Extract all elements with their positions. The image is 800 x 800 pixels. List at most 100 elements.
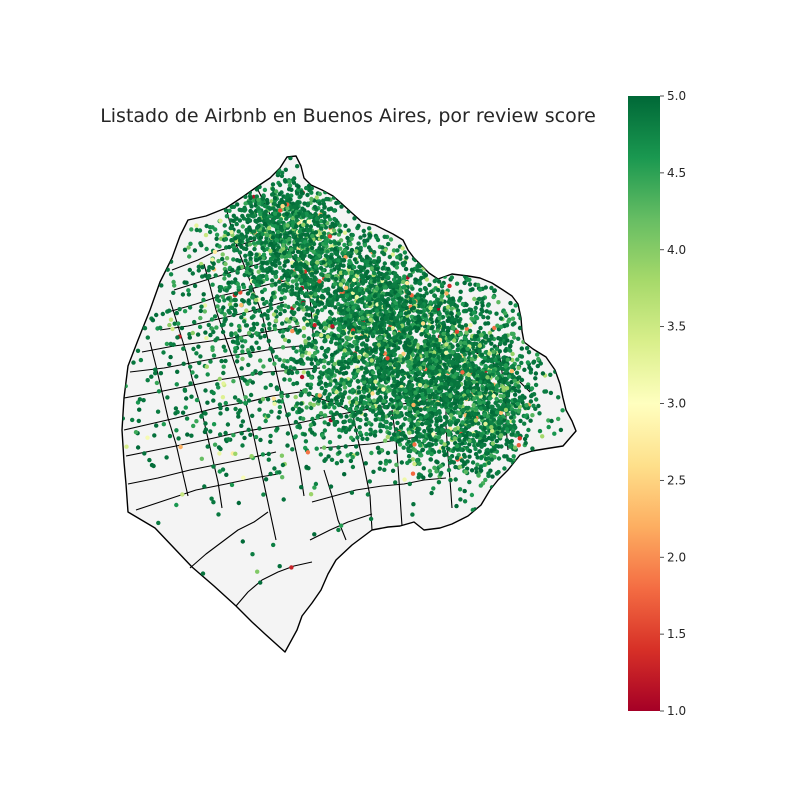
listing-point: [273, 274, 279, 280]
listing-point: [313, 340, 318, 345]
listing-point: [462, 352, 467, 357]
listing-point: [406, 454, 412, 459]
neighborhood-boundary: [203, 263, 277, 541]
listing-point: [349, 344, 355, 349]
listing-point: [392, 331, 397, 336]
listing-point: [235, 202, 240, 207]
listing-point: [502, 466, 507, 471]
listing-point: [395, 410, 400, 415]
listing-point: [336, 327, 342, 332]
listing-point: [479, 352, 485, 357]
listing-point: [453, 421, 458, 426]
listing-point: [229, 238, 234, 243]
listing-point: [491, 393, 496, 399]
listing-point: [369, 266, 374, 271]
listing-point: [401, 284, 406, 290]
listing-point: [387, 254, 392, 260]
listing-point: [385, 275, 391, 280]
listing-point: [397, 324, 402, 330]
listing-point: [364, 431, 369, 437]
listing-point: [318, 266, 324, 271]
listing-point: [502, 398, 507, 403]
listing-point: [392, 343, 397, 348]
listing-point: [349, 283, 355, 288]
listing-point: [398, 431, 404, 437]
listing-point: [348, 418, 353, 423]
listing-point: [506, 319, 511, 324]
listing-point: [405, 353, 411, 359]
listing-point: [223, 230, 228, 235]
listing-point: [342, 230, 348, 235]
listing-point: [314, 195, 319, 200]
listing-point: [518, 315, 523, 321]
listing-point: [505, 419, 510, 424]
listing-point: [360, 257, 365, 262]
listing-point: [343, 320, 348, 325]
listing-point: [318, 370, 323, 375]
listing-point: [285, 192, 290, 198]
listing-point: [294, 214, 299, 220]
listing-point: [376, 270, 382, 276]
listing-point: [369, 358, 374, 363]
listing-point: [401, 445, 406, 450]
listing-point: [393, 480, 398, 485]
listing-point: [523, 440, 528, 446]
listing-point: [407, 330, 413, 336]
listing-point: [319, 234, 324, 240]
listing-point: [326, 301, 331, 307]
listing-point: [357, 425, 362, 430]
listing-point: [469, 356, 475, 362]
listing-point: [466, 339, 471, 345]
listing-point: [328, 224, 333, 229]
listing-point: [352, 277, 357, 283]
listing-point: [343, 285, 349, 290]
listing-point: [347, 357, 352, 363]
listing-point: [361, 359, 367, 365]
listing-point: [444, 354, 450, 360]
listing-point: [280, 345, 286, 350]
listing-point: [290, 177, 296, 183]
listing-point: [356, 299, 361, 304]
listing-point: [251, 229, 257, 234]
listing-point: [479, 332, 484, 338]
listing-point: [430, 371, 435, 376]
listing-point: [507, 374, 512, 379]
listing-point: [402, 250, 408, 255]
listing-point: [469, 419, 474, 424]
listing-point: [422, 286, 428, 291]
listing-point: [321, 260, 326, 265]
listing-point: [511, 419, 516, 424]
listing-point: [528, 399, 534, 404]
listing-point: [364, 254, 370, 259]
listing-point: [367, 294, 372, 299]
listing-point: [264, 232, 269, 238]
listing-point: [308, 291, 314, 296]
listing-point: [424, 277, 430, 282]
listing-point: [194, 223, 199, 228]
listing-point: [552, 431, 557, 436]
listing-point: [419, 304, 425, 309]
listing-point: [268, 302, 273, 307]
listing-point: [525, 360, 531, 365]
listing-point: [473, 305, 478, 311]
listing-point: [307, 253, 312, 259]
listing-point: [472, 396, 477, 401]
listing-point: [474, 334, 479, 339]
listing-point: [333, 246, 338, 252]
listing-point: [353, 428, 359, 433]
listing-point: [411, 305, 416, 310]
listing-point: [526, 427, 531, 433]
listing-point: [256, 206, 261, 211]
listing-point: [323, 404, 328, 410]
listing-point: [360, 436, 365, 441]
listing-point: [419, 400, 424, 406]
listing-point: [378, 429, 383, 434]
listing-point: [494, 311, 499, 316]
listing-point: [333, 276, 339, 282]
listing-point: [300, 212, 305, 217]
listing-point: [375, 297, 381, 302]
listing-point: [240, 213, 245, 219]
listing-point: [277, 212, 282, 217]
listing-point: [326, 277, 331, 283]
listing-point: [356, 385, 361, 390]
